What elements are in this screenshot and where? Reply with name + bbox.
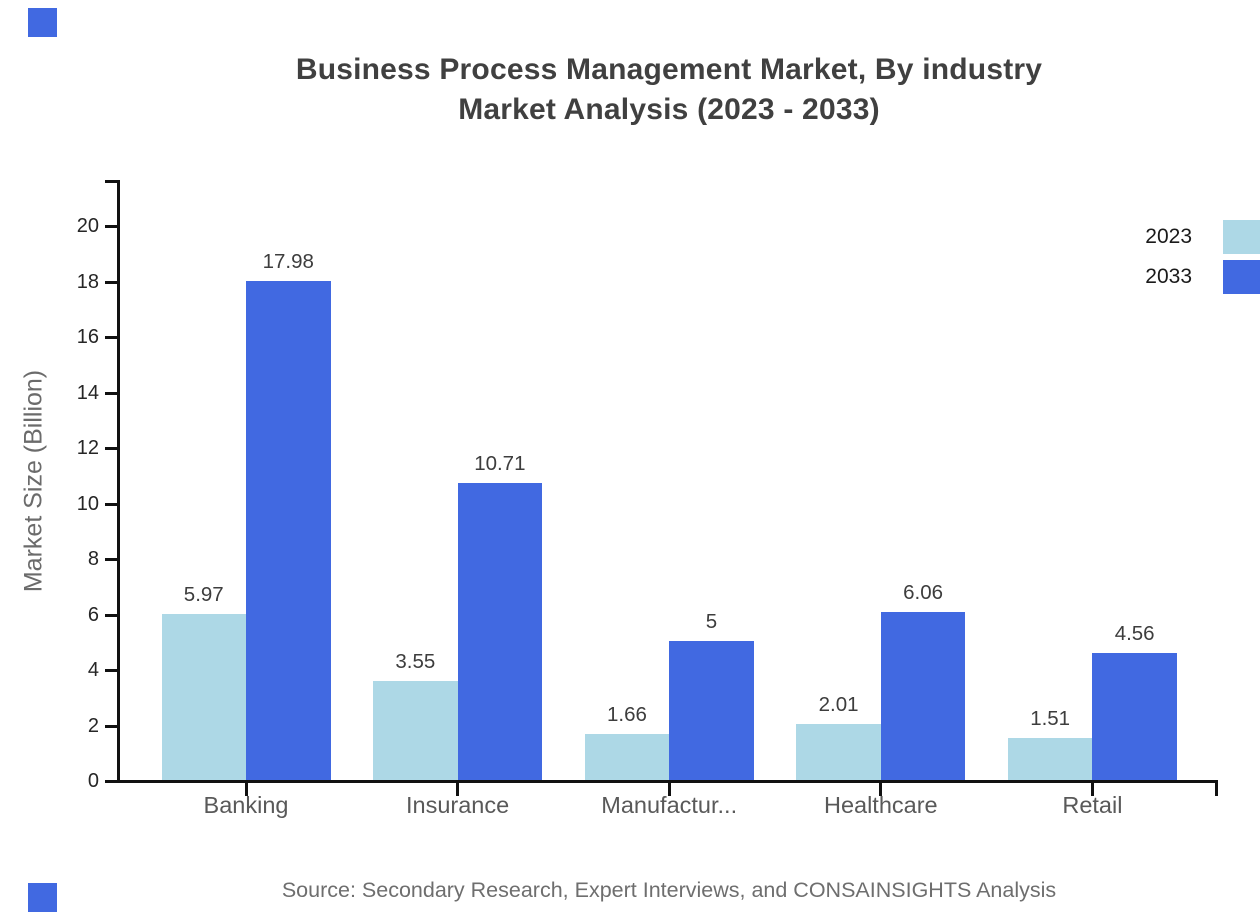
bar-2023-manufactur bbox=[584, 733, 670, 780]
y-tick-label: 0 bbox=[87, 770, 99, 792]
y-tick-label: 18 bbox=[76, 270, 99, 293]
bar-2033-retail bbox=[1092, 653, 1177, 780]
x-tick bbox=[244, 783, 248, 796]
value-label-2033-banking: 17.98 bbox=[262, 250, 314, 274]
y-tick bbox=[105, 225, 117, 228]
x-tick bbox=[879, 783, 883, 796]
bar-2033-healthcare bbox=[880, 611, 966, 780]
bar-2033-manufactur bbox=[669, 641, 754, 780]
value-label-2023-healthcare: 2.01 bbox=[818, 693, 859, 717]
value-label-2023-manufactur: 1.66 bbox=[606, 702, 647, 726]
chart-title-line1: Business Process Management Market, By i… bbox=[295, 53, 1043, 86]
legend-label-2033: 2033 bbox=[1145, 265, 1192, 288]
y-tick-label: 4 bbox=[87, 659, 99, 681]
y-tick bbox=[105, 724, 117, 728]
x-tick bbox=[667, 783, 671, 796]
category-label: Insurance bbox=[405, 792, 510, 818]
bar-2033-insurance bbox=[457, 482, 543, 780]
brand-corner-square-top bbox=[28, 8, 57, 37]
value-label-2023-insurance: 3.55 bbox=[395, 650, 436, 674]
y-tick-label: 10 bbox=[76, 492, 99, 515]
y-axis-line bbox=[117, 180, 120, 783]
legend-item-2023: 2023 bbox=[1145, 217, 1260, 257]
y-tick-label: 8 bbox=[87, 548, 99, 570]
x-axis-line bbox=[117, 780, 1218, 783]
y-tick-label: 6 bbox=[87, 603, 99, 626]
category-label: Retail bbox=[1062, 792, 1123, 818]
bar-2023-banking bbox=[161, 614, 246, 780]
value-label-2033-insurance: 10.71 bbox=[474, 451, 526, 475]
y-tick-label: 2 bbox=[87, 714, 99, 737]
x-tick bbox=[1090, 783, 1094, 796]
legend-item-2033: 2033 bbox=[1145, 257, 1260, 297]
legend-swatch-2033 bbox=[1223, 260, 1260, 294]
chart-title: Business Process Management Market, By i… bbox=[119, 50, 1219, 130]
category-label: Manufactur... bbox=[601, 792, 738, 818]
y-axis-endcap-tick bbox=[105, 180, 117, 183]
y-tick bbox=[105, 336, 117, 339]
y-tick bbox=[105, 780, 117, 783]
x-tick bbox=[456, 783, 460, 796]
value-label-2033-healthcare: 6.06 bbox=[903, 580, 943, 604]
x-axis-endcap-tick bbox=[1215, 783, 1218, 796]
category-label: Healthcare bbox=[823, 792, 938, 818]
value-label-2033-manufactur: 5 bbox=[705, 610, 718, 634]
y-tick bbox=[105, 391, 117, 395]
y-tick bbox=[105, 502, 117, 506]
y-tick bbox=[105, 613, 117, 617]
bar-2023-retail bbox=[1007, 738, 1093, 780]
y-tick-label: 12 bbox=[76, 437, 99, 459]
y-tick-label: 16 bbox=[76, 326, 99, 348]
bar-2033-banking bbox=[246, 281, 331, 780]
y-tick bbox=[105, 447, 117, 450]
legend: 2023 2033 bbox=[1145, 217, 1260, 297]
bar-2023-insurance bbox=[373, 681, 458, 780]
legend-label-2023: 2023 bbox=[1145, 225, 1192, 248]
y-tick-label: 14 bbox=[76, 381, 99, 404]
value-label-2023-banking: 5.97 bbox=[183, 583, 224, 607]
brand-corner-square-bottom bbox=[28, 883, 57, 912]
y-tick bbox=[105, 558, 117, 561]
y-tick bbox=[105, 669, 117, 672]
y-tick-label: 20 bbox=[76, 215, 99, 237]
value-label-2023-retail: 1.51 bbox=[1030, 707, 1071, 731]
y-tick bbox=[105, 280, 117, 284]
category-label: Banking bbox=[203, 792, 289, 818]
legend-swatch-2023 bbox=[1223, 220, 1260, 254]
source-note: Source: Secondary Research, Expert Inter… bbox=[281, 878, 1057, 902]
chart-title-line2: Market Analysis (2023 - 2033) bbox=[458, 93, 880, 126]
bar-2023-healthcare bbox=[796, 724, 881, 780]
value-label-2033-retail: 4.56 bbox=[1114, 622, 1155, 646]
